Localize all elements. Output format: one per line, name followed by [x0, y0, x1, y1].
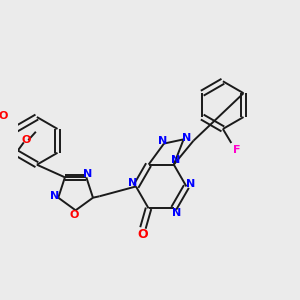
Text: N: N [128, 178, 138, 188]
Text: F: F [233, 145, 241, 155]
Text: N: N [186, 179, 195, 189]
Text: O: O [21, 135, 31, 145]
Text: N: N [83, 169, 92, 179]
Text: O: O [70, 210, 79, 220]
Text: N: N [182, 133, 191, 143]
Text: N: N [158, 136, 167, 146]
Text: O: O [0, 111, 8, 121]
Text: N: N [172, 208, 181, 218]
Text: N: N [171, 155, 180, 165]
Text: N: N [50, 191, 59, 201]
Text: O: O [138, 229, 148, 242]
